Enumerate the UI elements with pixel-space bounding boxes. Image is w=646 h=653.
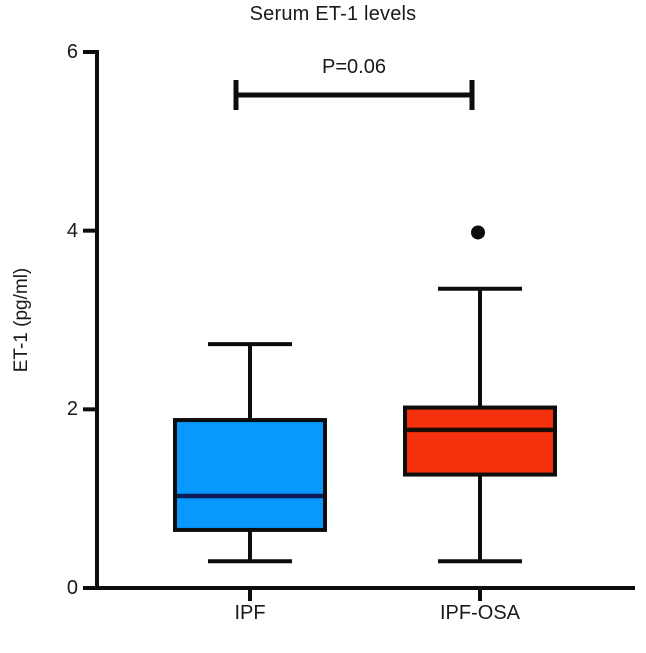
box-ipf-osa: [403, 405, 557, 477]
x-category-label-ipf: IPF: [234, 602, 266, 624]
chart-title: Serum ET-1 levels: [249, 3, 417, 25]
y-tick-label-2: 2: [66, 398, 78, 421]
y-tick-label-4: 4: [66, 219, 78, 242]
x-category-label-ipf-osa: IPF-OSA: [439, 602, 520, 624]
y-tick-label-6: 6: [66, 41, 78, 63]
outlier-point: [471, 225, 485, 240]
y-tick-label-0: 0: [66, 577, 78, 599]
box-ipf: [173, 418, 327, 532]
p-value-label: P=0.06: [322, 56, 386, 78]
